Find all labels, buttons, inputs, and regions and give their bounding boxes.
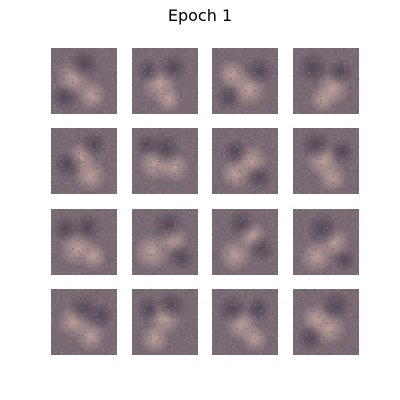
generated-sample-2 bbox=[132, 48, 198, 114]
generated-sample-5 bbox=[51, 128, 117, 194]
generated-sample-12 bbox=[293, 209, 359, 275]
generated-sample-3 bbox=[212, 48, 278, 114]
generated-sample-15 bbox=[212, 289, 278, 355]
generated-sample-9 bbox=[51, 209, 117, 275]
generated-sample-10 bbox=[132, 209, 198, 275]
generated-sample-16 bbox=[293, 289, 359, 355]
generated-sample-13 bbox=[51, 289, 117, 355]
generated-sample-7 bbox=[212, 128, 278, 194]
generated-sample-8 bbox=[293, 128, 359, 194]
generated-sample-4 bbox=[293, 48, 359, 114]
generated-sample-11 bbox=[212, 209, 278, 275]
figure-title: Epoch 1 bbox=[167, 6, 233, 25]
generated-sample-14 bbox=[132, 289, 198, 355]
generated-sample-1 bbox=[51, 48, 117, 114]
generated-sample-6 bbox=[132, 128, 198, 194]
